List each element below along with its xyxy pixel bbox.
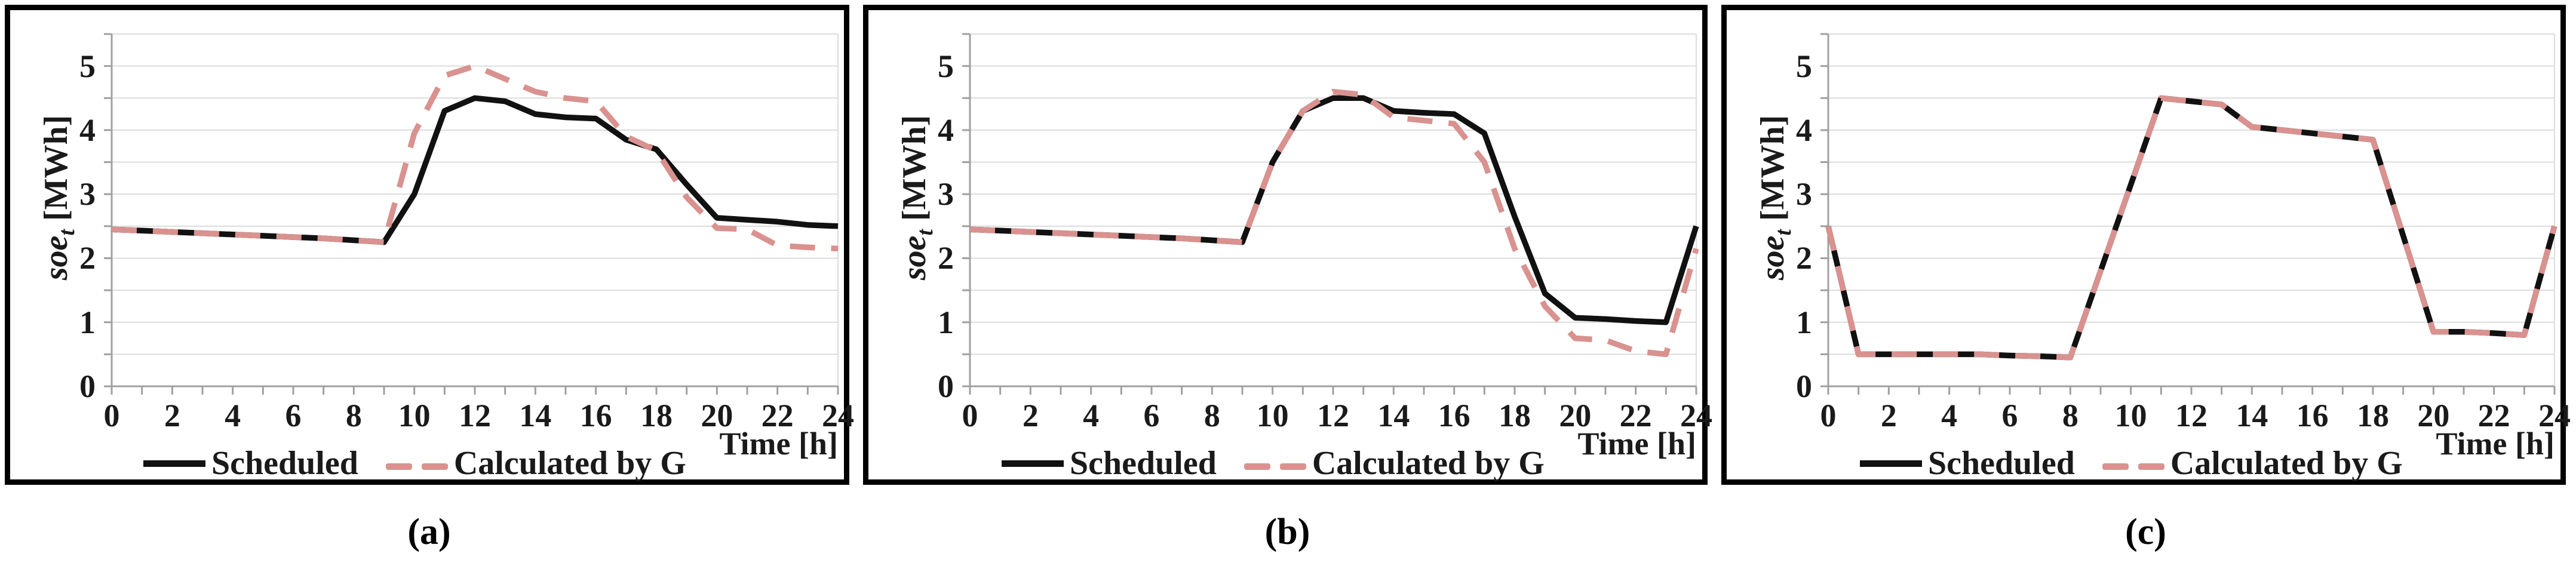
panel-caption: (b) <box>1264 512 1310 552</box>
x-tick-label: 10 <box>398 398 431 433</box>
y-tick-label: 3 <box>79 176 96 213</box>
series-solid <box>969 95 1699 325</box>
legend-label-scheduled: Scheduled <box>211 445 358 482</box>
x-tick-label: 24 <box>822 398 854 433</box>
x-tick-label: 12 <box>2175 398 2207 433</box>
x-tick-label: 14 <box>519 398 552 433</box>
y-tick-label: 2 <box>938 240 954 276</box>
y-tick-label: 5 <box>79 48 96 84</box>
x-tick-label: 2 <box>1880 398 1897 433</box>
series-solid <box>111 95 839 245</box>
panel-caption: (c) <box>2125 512 2166 552</box>
legend: Scheduled Calculated by G <box>1002 444 1545 482</box>
y-tick-label: 0 <box>79 368 96 404</box>
x-axis-title: Time [h] <box>2436 426 2555 462</box>
legend-solid-line-swatch <box>143 460 205 467</box>
legend-label-calculated: Calculated by G <box>1312 445 1545 482</box>
legend-label-scheduled: Scheduled <box>1928 445 2075 482</box>
x-tick-label: 4 <box>225 398 241 433</box>
y-tick-label: 4 <box>1796 112 1812 148</box>
x-tick-label: 16 <box>579 398 612 433</box>
x-tick-label: 24 <box>2538 398 2571 433</box>
chart-panel-c: soet [MWh] Time [h] Scheduled Calculated… <box>1717 0 2575 569</box>
x-tick-label: 20 <box>2417 398 2450 433</box>
y-tick-label: 1 <box>1796 304 1812 340</box>
x-tick-label: 2 <box>164 398 180 433</box>
legend-label-calculated: Calculated by G <box>453 445 686 482</box>
x-tick-label: 8 <box>2062 398 2078 433</box>
x-tick-label: 22 <box>761 398 794 433</box>
y-tick-label: 1 <box>938 304 954 340</box>
x-tick-label: 6 <box>1143 398 1160 433</box>
x-tick-label: 18 <box>640 398 673 433</box>
legend: Scheduled Calculated by G <box>143 444 686 482</box>
panel-caption: (a) <box>407 512 451 552</box>
y-tick-label: 2 <box>1796 240 1812 276</box>
x-tick-label: 18 <box>2357 398 2389 433</box>
series-dashed <box>1825 95 2557 361</box>
legend-solid-line-swatch <box>1860 460 1922 467</box>
y-tick-label: 3 <box>938 176 954 213</box>
x-tick-label: 14 <box>2236 398 2268 433</box>
x-tick-label: 16 <box>1438 398 1470 433</box>
chart-panel-a: soet [MWh] Time [h] Scheduled Calculated… <box>0 0 858 569</box>
y-axis-title-subscript: t <box>54 229 80 236</box>
x-axis-title: Time [h] <box>1577 426 1697 462</box>
x-tick-label: 16 <box>2296 398 2329 433</box>
y-axis-title-subscript: t <box>913 229 938 236</box>
y-axis-title-subscript: t <box>1771 229 1797 236</box>
x-tick-label: 8 <box>345 398 362 433</box>
legend: Scheduled Calculated by G <box>1860 444 2403 482</box>
x-tick-label: 8 <box>1203 398 1220 433</box>
y-tick-label: 4 <box>938 112 954 148</box>
x-tick-label: 18 <box>1499 398 1531 433</box>
legend-label-calculated: Calculated by G <box>2170 445 2403 482</box>
legend-dashed-line-swatch <box>2102 444 2164 482</box>
y-tick-label: 1 <box>79 304 96 340</box>
x-tick-label: 6 <box>2001 398 2018 433</box>
x-tick-label: 22 <box>1619 398 1652 433</box>
y-tick-label: 5 <box>1796 48 1812 84</box>
y-tick-label: 0 <box>938 368 954 404</box>
x-tick-label: 14 <box>1377 398 1410 433</box>
x-tick-label: 0 <box>103 398 120 433</box>
x-tick-label: 20 <box>701 398 733 433</box>
y-tick-label: 4 <box>79 112 96 148</box>
x-axis-title: Time [h] <box>719 426 839 462</box>
x-tick-label: 4 <box>1083 398 1100 433</box>
x-tick-label: 12 <box>1317 398 1349 433</box>
series-dashed <box>111 63 839 252</box>
x-tick-label: 20 <box>1559 398 1592 433</box>
series-solid <box>1825 95 2557 361</box>
x-tick-label: 24 <box>1680 398 1712 433</box>
chart-frame <box>1721 5 2566 485</box>
y-tick-label: 3 <box>1796 176 1812 213</box>
line-plot <box>962 33 1699 395</box>
legend-dashed-line-swatch <box>1244 444 1306 482</box>
chart-frame <box>863 5 1708 485</box>
legend-label-scheduled: Scheduled <box>1070 445 1217 482</box>
chart-frame <box>5 5 849 485</box>
line-plot <box>1820 33 2557 395</box>
x-tick-label: 6 <box>285 398 302 433</box>
x-tick-label: 4 <box>1941 398 1958 433</box>
x-tick-label: 12 <box>459 398 491 433</box>
x-tick-label: 10 <box>2114 398 2147 433</box>
y-tick-label: 5 <box>938 48 954 84</box>
series-dashed <box>969 88 1699 358</box>
x-tick-label: 10 <box>1256 398 1289 433</box>
x-tick-label: 22 <box>2477 398 2510 433</box>
y-tick-label: 2 <box>79 240 96 276</box>
x-tick-label: 0 <box>1820 398 1837 433</box>
line-plot <box>104 33 839 395</box>
legend-solid-line-swatch <box>1002 460 1064 467</box>
x-tick-label: 0 <box>962 398 978 433</box>
y-tick-label: 0 <box>1796 368 1812 404</box>
x-tick-label: 2 <box>1022 398 1039 433</box>
chart-panel-b: soet [MWh] Time [h] Scheduled Calculated… <box>858 0 1717 569</box>
legend-dashed-line-swatch <box>385 444 448 482</box>
